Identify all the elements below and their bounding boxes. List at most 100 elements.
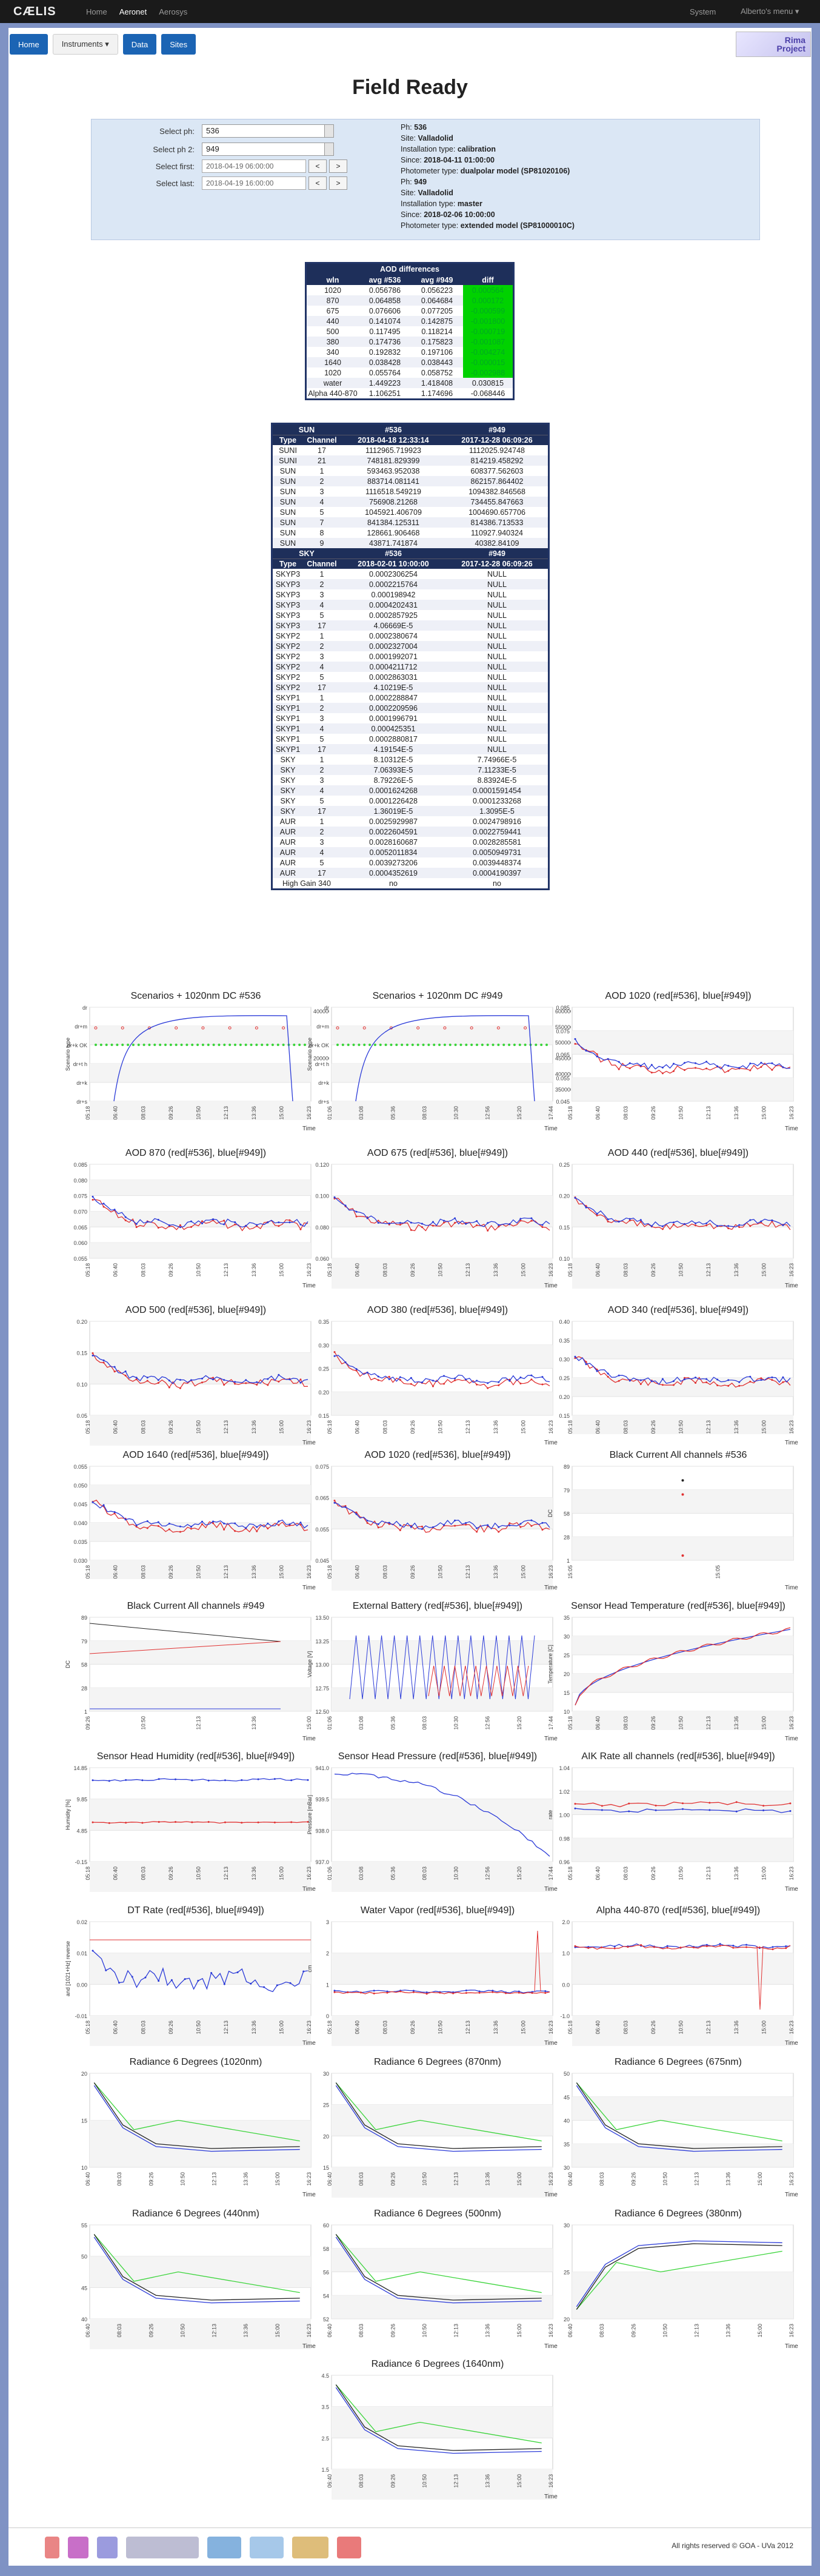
- sun-table-cell: 1116518.549219: [365, 487, 421, 496]
- project-brand-logo[interactable]: Rima Project: [736, 32, 811, 57]
- sky-table-cell: 1: [319, 755, 324, 764]
- first-date-input[interactable]: 2018-04-19 06:00:00: [202, 159, 306, 173]
- grid-band: [90, 1101, 311, 1120]
- grid-band: [332, 1640, 553, 1665]
- y-tick-label: dr+s: [76, 1099, 87, 1105]
- footer-logo-goa[interactable]: [45, 2537, 59, 2558]
- series-536-point: [421, 1226, 423, 1229]
- x-tick-label: 13:36: [493, 1263, 499, 1277]
- sky-table-cell: NULL: [487, 673, 507, 682]
- sun-table-row: SUN 1 593463.952038 608377.562603: [273, 466, 548, 476]
- sky-table-cell: 17: [318, 683, 326, 692]
- series-536-point: [443, 1221, 445, 1224]
- series-949-point: [672, 1062, 675, 1065]
- sun-table-header-cell: Type: [273, 435, 303, 445]
- series-536: [575, 1356, 791, 1388]
- series-949-point: [607, 1372, 609, 1375]
- series-949-point: [158, 1778, 160, 1780]
- last-date-prev-button[interactable]: <: [308, 176, 327, 190]
- sun-table-cell: 862157.864402: [470, 477, 524, 486]
- x-tick-label: 09:26: [410, 1420, 416, 1434]
- footer-logo-aeris[interactable]: [207, 2537, 241, 2558]
- y-tick-label: 13.00: [315, 1662, 329, 1668]
- sky-table-cell: NULL: [487, 683, 507, 692]
- sky-table-cell: SKYP1: [275, 734, 301, 743]
- x-tick-label: 06:40: [113, 1263, 119, 1277]
- last-date-next-button[interactable]: >: [329, 176, 347, 190]
- chart-22: Radiance 6 Degrees (1020nm) 20 15 10 06:40 08…: [62, 2057, 329, 2202]
- x-axis-label: Time: [544, 1440, 558, 1446]
- sky-table-cell: SKYP3: [275, 580, 301, 589]
- sky-table-title-row: SKY #536 #949: [273, 548, 548, 558]
- x-axis-label: Time: [785, 1125, 798, 1132]
- x-tick-label: 08:03: [358, 2474, 364, 2488]
- footer-logo-aeronet[interactable]: [126, 2537, 199, 2558]
- series-949-point: [157, 1521, 159, 1523]
- last-date-input[interactable]: 2018-04-19 16:00:00: [202, 176, 306, 190]
- chart-title: AIK Rate all channels (red[#536], blue[#…: [581, 1751, 775, 1762]
- aod-table-row: 440 0.141074 0.142875 -0.001800: [307, 316, 513, 326]
- series-949-point: [144, 1976, 147, 1979]
- aod-table-row: water 1.449223 1.418408 0.030815: [307, 378, 513, 388]
- aod-table-cell: 0.117495: [369, 327, 401, 336]
- series-949-point: [574, 1807, 576, 1810]
- aod-table-cell: -0.000015: [463, 357, 513, 367]
- footer-logo-fmi[interactable]: [97, 2537, 118, 2558]
- y-tick-label: 0.085: [556, 1005, 570, 1011]
- tab-instruments[interactable]: Instruments ▾: [52, 34, 118, 55]
- sky-table-cell: 4.10219E-5: [373, 683, 413, 692]
- y-tick-label: 30: [564, 1634, 570, 1640]
- y-tick-label: 9.85: [76, 1797, 87, 1803]
- x-tick-label: 15:00: [516, 2324, 522, 2338]
- aod-table-row: Alpha 440-870 1.106251 1.174696 -0.068446: [307, 388, 513, 398]
- ph2-select[interactable]: 949: [202, 143, 334, 156]
- footer-logo-actris[interactable]: [250, 2537, 284, 2558]
- series-536-point: [541, 1383, 544, 1386]
- nav-aeronet[interactable]: Aeronet: [119, 7, 147, 16]
- series-949-point: [355, 1368, 358, 1370]
- ph1-select[interactable]: 536: [202, 124, 334, 138]
- app-logo[interactable]: CÆLIS: [13, 4, 56, 18]
- series-536-point: [782, 1381, 784, 1383]
- footer-logo-uva[interactable]: [68, 2537, 88, 2558]
- first-date-next-button[interactable]: >: [329, 159, 347, 173]
- nav-system[interactable]: System: [690, 7, 716, 16]
- chart-title: AOD 870 (red[#536], blue[#949]): [125, 1148, 267, 1158]
- chart-7: AOD 500 (red[#536], blue[#949]) 0.20 0.15 0…: [62, 1305, 329, 1451]
- series-949-point: [201, 1520, 204, 1523]
- aod-table-cell: 1.449223: [368, 378, 401, 387]
- user-menu[interactable]: Alberto's menu ▾: [741, 7, 799, 16]
- x-tick-label: 16:23: [306, 1565, 312, 1579]
- ph1-info: Ph: 536 Site: Valladolid Installation ty…: [401, 123, 575, 230]
- footer-logo-aemet[interactable]: [292, 2537, 328, 2558]
- series-536-point: [530, 1219, 533, 1222]
- sky-table-cell: 4: [319, 848, 324, 857]
- first-date-prev-button[interactable]: <: [308, 159, 327, 173]
- series-536-point: [377, 1379, 379, 1381]
- x-tick-label: 15:00: [278, 1106, 284, 1120]
- x-tick-label: 09:26: [390, 2474, 396, 2488]
- sky-table-title: SKY: [299, 549, 315, 558]
- aod-header-cell: diff: [482, 275, 494, 284]
- footer-logo-mineco[interactable]: [337, 2537, 361, 2558]
- series-536-point: [234, 1383, 236, 1385]
- series-536-point: [749, 1380, 752, 1383]
- tab-data[interactable]: Data: [122, 34, 157, 55]
- series-536-point: [267, 1384, 269, 1386]
- nav-home[interactable]: Home: [86, 7, 107, 16]
- series-949-point: [278, 1374, 280, 1376]
- scenario-point: [218, 1044, 221, 1046]
- series-536-point: [175, 1821, 177, 1823]
- y-tick-label: 0.040: [73, 1520, 87, 1526]
- y-tick-label: 28: [81, 1685, 87, 1691]
- nav-aerosys[interactable]: Aerosys: [159, 7, 188, 16]
- tab-sites[interactable]: Sites: [161, 34, 196, 55]
- series-536-point: [672, 1070, 675, 1072]
- tab-home[interactable]: Home: [10, 34, 48, 55]
- series-536-point: [201, 1220, 204, 1223]
- chart-10: AOD 1640 (red[#536], blue[#949]) 0.055 0.0…: [62, 1450, 329, 1595]
- footer: All rights reserved © GOA - UVa 2012: [8, 2527, 812, 2564]
- x-tick-label: 12:13: [705, 1106, 712, 1120]
- x-tick-label: 06:40: [595, 1420, 601, 1434]
